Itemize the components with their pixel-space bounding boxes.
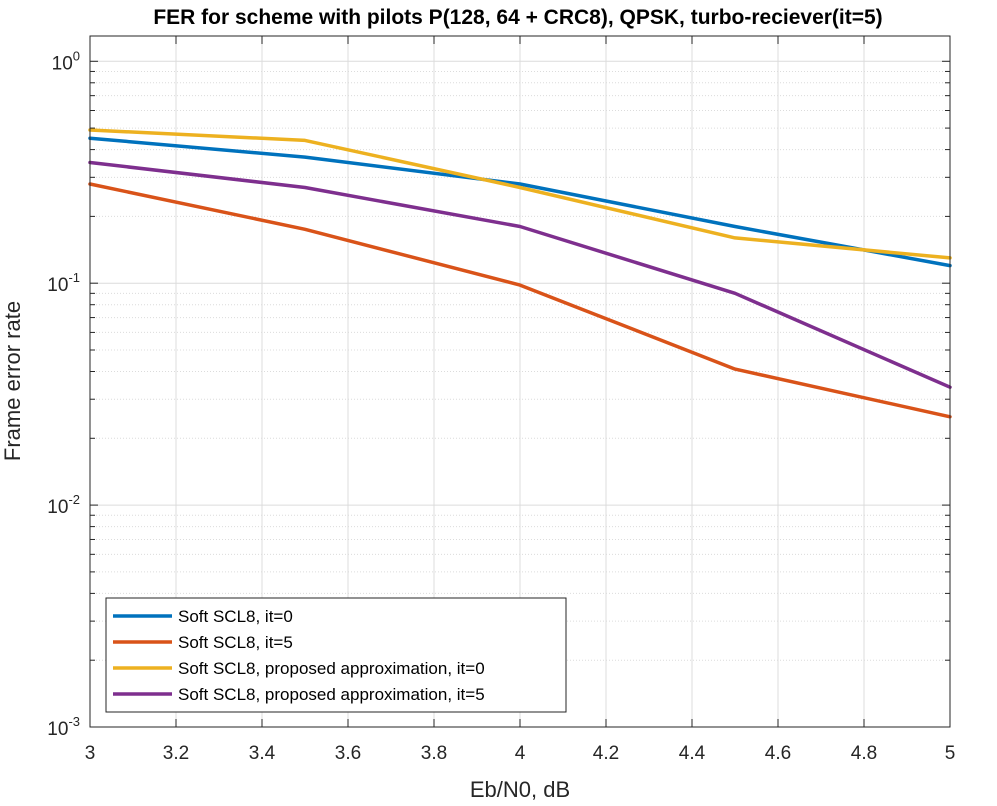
x-tick-label: 3.8 [421, 743, 447, 764]
x-tick-label: 3.2 [163, 743, 189, 764]
chart-title: FER for scheme with pilots P(128, 64 + C… [153, 6, 882, 29]
x-tick-label: 4.6 [765, 743, 791, 764]
y-tick-label: 10-3 [47, 714, 80, 740]
legend: Soft SCL8, it=0 Soft SCL8, it=5 Soft SCL8,… [105, 597, 567, 713]
x-tick-label: 4.2 [593, 743, 619, 764]
series-line-2 [88, 182, 952, 419]
axis-ticks [89, 36, 951, 728]
x-tick-label: 3 [85, 743, 96, 764]
legend-label: Soft SCL8, it=5 [178, 633, 293, 652]
x-tick-label: 4.8 [851, 743, 877, 764]
y-tick-label: 10-2 [47, 492, 80, 518]
y-tick-label: 100 [52, 48, 80, 74]
legend-label: Soft SCL8, proposed approximation, it=5 [178, 685, 485, 704]
x-tick-label: 4 [515, 743, 526, 764]
series-line-1 [88, 136, 952, 268]
x-tick-label: 4.4 [679, 743, 706, 764]
series-line-4 [88, 160, 952, 389]
x-tick-label: 3.6 [335, 743, 361, 764]
series-line-3 [88, 128, 952, 260]
y-tick-label: 10-1 [47, 270, 80, 296]
series-lines [88, 128, 952, 419]
x-tick-labels: 3 3.2 3.4 3.6 3.8 4 4.2 4.4 4.6 4.8 5 [85, 743, 956, 764]
y-tick-labels: 10-3 10-2 10-1 100 [47, 48, 80, 740]
y-axis-label: Frame error rate [0, 301, 25, 461]
legend-label: Soft SCL8, it=0 [178, 607, 293, 626]
x-axis-label: Eb/N0, dB [470, 777, 570, 802]
x-tick-label: 5 [945, 743, 956, 764]
legend-label: Soft SCL8, proposed approximation, it=0 [178, 659, 485, 678]
legend-box [105, 597, 567, 713]
x-tick-label: 3.4 [249, 743, 276, 764]
